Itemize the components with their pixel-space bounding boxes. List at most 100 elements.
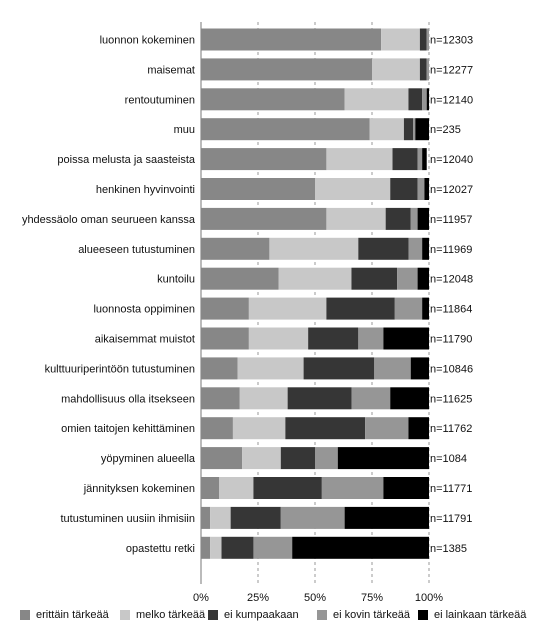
x-tick-label: 50% [304, 592, 326, 604]
bar-segment [287, 387, 352, 410]
bar-segment [201, 28, 382, 51]
n-label: n=11771 [430, 483, 472, 495]
bar-segment [253, 536, 293, 559]
legend-swatch [120, 610, 130, 620]
bar-segment [383, 327, 429, 350]
bar-segment [201, 178, 315, 200]
bar-segment [374, 357, 411, 380]
bar-segment [351, 267, 398, 290]
bar-segment [201, 327, 249, 350]
legend-swatch [20, 610, 30, 620]
legend-label: ei kumpaakaan [224, 609, 299, 621]
category-label: aikaisemmat muistot [95, 334, 195, 346]
bar-segment [383, 477, 429, 499]
bar-segment [326, 148, 393, 171]
x-tick-label: 25% [247, 592, 269, 604]
bar-segment [419, 28, 427, 51]
bar-segment [381, 28, 420, 51]
bar-segment [303, 357, 375, 380]
bar-segment [280, 447, 315, 470]
category-label: yöpyminen alueella [101, 453, 196, 465]
bar-segment [201, 387, 240, 410]
bar-segment [242, 447, 281, 470]
bar-segment [390, 178, 418, 200]
n-label: n=1385 [430, 543, 467, 555]
category-label: luonnosta oppiminen [93, 304, 195, 316]
n-label: n=11791 [430, 513, 472, 525]
bar-segment [201, 58, 372, 81]
bar-segment [422, 148, 427, 171]
x-tick-label: 100% [415, 592, 443, 604]
bar-segment [417, 267, 429, 290]
category-label: mahdollisuus olla itsekseen [61, 393, 195, 405]
bar-segment [408, 417, 429, 440]
n-label: n=12027 [430, 184, 473, 196]
bar-segment [408, 237, 423, 260]
legend-swatch [208, 610, 218, 620]
bar-segment [369, 118, 404, 141]
bar-segment [210, 506, 231, 529]
n-label: n=10846 [430, 363, 473, 375]
bar-segment [351, 387, 391, 410]
bar-segment [269, 237, 359, 260]
legend-item: melko tärkeää [120, 609, 205, 621]
stacked-bar-chart: luonnon kokeminen maisemat rentoutuminen mu… [22, 22, 473, 604]
bar-segment [417, 207, 429, 230]
bar-segment [201, 536, 211, 559]
bar-segment [372, 58, 420, 81]
bar-segment [424, 178, 429, 200]
n-label: n=12040 [430, 154, 473, 166]
category-label: omien taitojen kehittäminen [61, 423, 195, 435]
bar-segment [385, 207, 411, 230]
bar-segment [285, 417, 366, 440]
n-label: n=11625 [430, 393, 472, 405]
bar-segment [201, 88, 345, 111]
bar-segment [230, 506, 281, 529]
n-label: n=11864 [430, 304, 472, 316]
bar-segment [237, 357, 304, 380]
category-label: maisemat [147, 64, 195, 76]
bar-segment [201, 357, 238, 380]
n-label: n=1084 [430, 453, 467, 465]
n-labels: n=12303 n=12277 n=12140 n=235 n=12040 n=12027… [430, 35, 473, 555]
bar-segment [221, 536, 254, 559]
bar-segment [315, 447, 338, 470]
bar-segment [403, 118, 414, 141]
bar-segment [201, 207, 327, 230]
legend-swatch [418, 610, 428, 620]
category-labels: luonnon kokeminen maisemat rentoutuminen mu… [22, 35, 196, 555]
bar-segment [292, 536, 429, 559]
bar-segment [248, 297, 327, 320]
bar-segment [408, 88, 423, 111]
n-label: n=11957 [430, 214, 472, 226]
legend-label: erittäin tärkeää [36, 609, 109, 621]
bar-segment [397, 267, 418, 290]
bar-segment [344, 506, 429, 529]
bar-segment [413, 118, 416, 141]
category-label: yhdessäolo oman seurueen kanssa [22, 214, 196, 226]
bar-segment [232, 417, 286, 440]
legend-label: ei kovin tärkeää [333, 609, 411, 621]
bar-segment [410, 357, 429, 380]
bar-segment [201, 417, 233, 440]
bar-segment [326, 207, 386, 230]
bar-segment [201, 118, 370, 141]
bar-segment [321, 477, 384, 499]
x-tick-label: 75% [361, 592, 383, 604]
category-label: kulttuuriperintöön tutustuminen [45, 363, 195, 375]
x-tick-label: 0% [193, 592, 209, 604]
bar-segment [201, 506, 211, 529]
legend-label: melko tärkeää [136, 609, 206, 621]
n-label: n=12303 [430, 35, 473, 47]
bar-segment [390, 387, 429, 410]
legend-item: ei kumpaakaan [208, 609, 299, 621]
bar-segment [415, 118, 429, 141]
legend: erittäin tärkeää melko tärkeää ei kumpaaka… [20, 609, 540, 627]
legend-item: erittäin tärkeää [20, 609, 109, 621]
bars [201, 28, 429, 559]
category-label: opastettu retki [126, 543, 195, 555]
bar-segment [394, 297, 423, 320]
legend-item: ei kovin tärkeää [317, 609, 410, 621]
x-axis-ticks: 0% 25% 50% 75% 100% [193, 592, 443, 604]
bar-segment [201, 267, 279, 290]
